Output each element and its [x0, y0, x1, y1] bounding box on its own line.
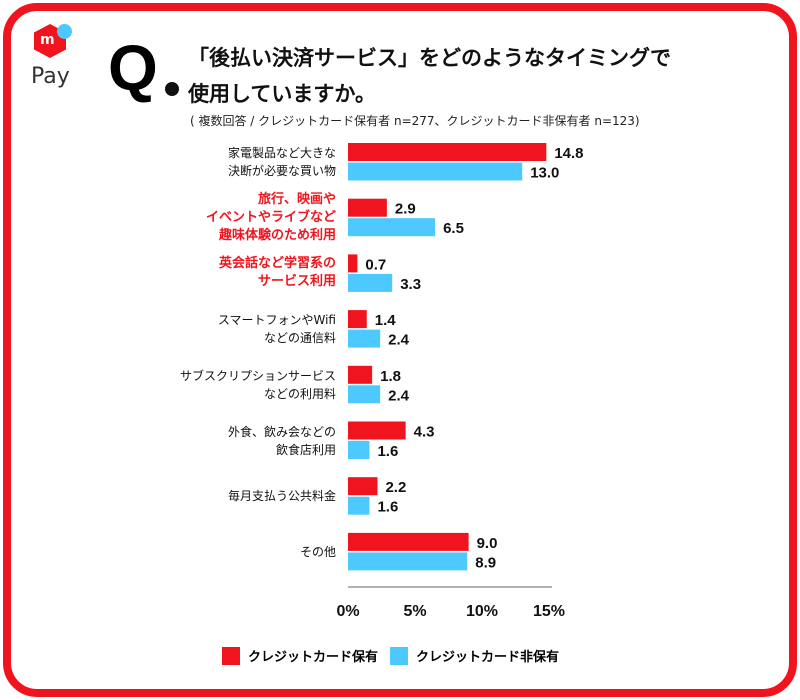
category-label-line: その他: [299, 544, 336, 559]
data-label: 2.4: [388, 387, 410, 404]
category-label: サブスクリプションサービスなどの利用料: [180, 367, 336, 403]
category-label: 毎月支払う公共料金: [228, 487, 336, 505]
bar: [348, 198, 387, 217]
bar: [348, 552, 468, 571]
title-line-1: 「後払い決済サービス」をどのようなタイミングで: [188, 46, 671, 70]
category-label-line: 毎月支払う公共料金: [227, 489, 336, 504]
category-label-line: サブスクリプションサービス: [179, 368, 336, 383]
data-label: 1.6: [377, 499, 398, 516]
category-label-line: 外食、飲み会などの: [227, 424, 336, 439]
data-label: 0.7: [365, 256, 386, 273]
bar: [348, 273, 393, 292]
category-label-line: 決断が必要な買い物: [227, 164, 336, 178]
category-label-line: 趣味体験のため利用: [218, 227, 336, 243]
legend-swatch-holder: [222, 646, 240, 665]
q-dot: [165, 82, 179, 96]
bar: [348, 218, 436, 237]
bar: [348, 421, 406, 440]
category-label: 旅行、映画やイベントやライブなど趣味体験のため利用: [206, 191, 336, 245]
data-label: 9.0: [477, 535, 498, 552]
logo-letter: m: [40, 32, 55, 48]
data-label: 2.4: [388, 332, 410, 349]
bar: [348, 365, 373, 384]
x-tick-label: 10%: [466, 603, 498, 620]
category-label: 家電製品など大きな 決断が必要な買い物: [228, 144, 336, 180]
data-label: 1.6: [377, 443, 398, 460]
category-label: 外食、飲み会などの飲食店利用: [228, 423, 336, 459]
data-label: 8.9: [475, 554, 496, 571]
x-tick-label: 15%: [533, 603, 565, 620]
legend-label-non-holder: クレジットカード非保有: [416, 650, 560, 665]
data-label: 6.5: [443, 220, 464, 237]
category-label-line: 旅行、映画や: [257, 191, 336, 207]
bar: [348, 496, 370, 515]
q-mark: Q: [108, 32, 158, 104]
legend-non-holder: クレジットカード非保有: [390, 646, 559, 665]
bar: [348, 162, 523, 181]
data-label: 1.8: [380, 368, 401, 385]
x-tick-label: 0%: [336, 603, 359, 620]
bar: [348, 254, 358, 273]
logo-text: Pay: [31, 64, 70, 89]
category-label-line: などの利用料: [263, 386, 336, 401]
category-label: スマートフォンやWifi などの通信料: [218, 311, 336, 347]
data-label: 13.0: [530, 165, 559, 182]
data-label: 2.2: [385, 479, 406, 496]
category-label: その他: [300, 543, 336, 561]
category-label-line: などの通信料: [263, 331, 336, 346]
bar: [348, 143, 547, 161]
data-label: 2.9: [395, 201, 416, 218]
logo-dot-icon: [57, 24, 72, 39]
question-title: 「後払い決済サービス」をどのようなタイミングで 使用していますか。: [188, 40, 671, 112]
data-label: 14.8: [554, 145, 583, 162]
category-label-line: 飲食店利用: [275, 442, 336, 457]
category-label-line: スマートフォンやWifi: [217, 313, 336, 328]
data-label: 4.3: [414, 424, 435, 441]
card-frame: [3, 3, 797, 697]
legend-label-holder: クレジットカード保有: [248, 650, 379, 665]
merpay-logo: m Pay: [28, 20, 78, 90]
data-label: 1.4: [375, 312, 397, 329]
bar: [348, 441, 370, 459]
legend-swatch-non-holder: [390, 646, 408, 665]
sample-note: ( 複数回答 / クレジットカード保有者 n=277、クレジットカード非保有者 …: [190, 114, 640, 128]
title-line-2: 使用していますか。: [188, 82, 376, 106]
category-label-line: 英会話など学習系の: [218, 256, 336, 272]
bar: [348, 329, 381, 348]
category-label-line: 家電製品など大きな: [227, 146, 336, 160]
data-label: 3.3: [400, 276, 421, 293]
bar: [348, 477, 378, 496]
legend-holder: クレジットカード保有: [222, 646, 378, 665]
category-label-line: イベントやライブなど: [205, 209, 336, 225]
bar: [348, 310, 367, 329]
x-tick-label: 5%: [403, 603, 426, 620]
category-label-line: サービス利用: [257, 274, 336, 290]
bar: [348, 385, 381, 404]
category-label: 英会話など学習系のサービス利用: [219, 255, 336, 291]
bar: [348, 532, 469, 551]
